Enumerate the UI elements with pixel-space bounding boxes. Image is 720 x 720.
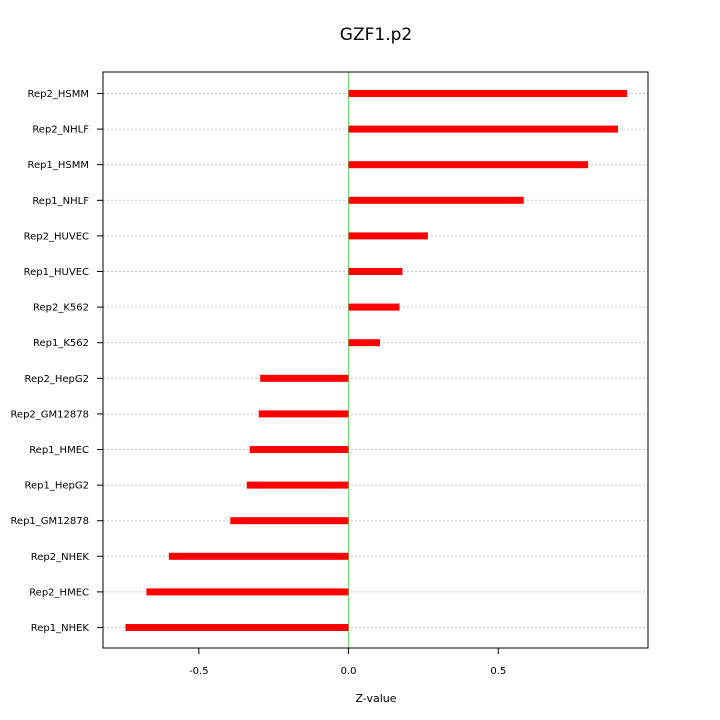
bar-Rep1_HUVEC	[348, 268, 403, 275]
x-axis-label: Z-value	[355, 692, 396, 705]
category-label: Rep1_HUVEC	[24, 267, 89, 278]
bars	[125, 90, 628, 631]
category-label: Rep1_HMEC	[29, 445, 89, 456]
category-label: Rep2_HepG2	[25, 374, 90, 385]
bar-Rep2_HUVEC	[348, 232, 428, 240]
category-label: Rep1_NHLF	[32, 196, 89, 207]
category-labels: Rep2_HSMM Rep2_NHLF Rep1_HSMM Rep1_NHLF Rep2…	[10, 89, 103, 634]
category-label: Rep2_HUVEC	[24, 231, 89, 242]
x-tick-label: 0.0	[341, 666, 357, 677]
plot-frame	[102, 71, 649, 649]
bar-Rep1_NHEK	[125, 624, 349, 631]
category-label: Rep2_HSMM	[28, 89, 89, 100]
category-label: Rep1_HepG2	[25, 481, 90, 492]
grid-lines	[103, 93, 648, 628]
x-tick-label: 0.5	[490, 666, 506, 677]
category-label: Rep1_K562	[33, 338, 89, 349]
bar-Rep1_HSMM	[348, 161, 589, 169]
x-axis-ticks: -0.5 0.0 0.5	[189, 648, 506, 677]
category-label: Rep2_HMEC	[29, 587, 89, 598]
bar-Rep1_GM12878	[230, 517, 349, 525]
bar-Rep2_HepG2	[260, 374, 349, 382]
bar-Rep1_HMEC	[249, 446, 349, 453]
bar-Rep2_NHEK	[168, 552, 349, 560]
category-label: Rep1_GM12878	[10, 516, 89, 527]
bar-Rep1_NHLF	[348, 196, 524, 204]
x-tick-label: -0.5	[189, 666, 209, 677]
category-label: Rep1_HSMM	[28, 160, 89, 171]
bar-Rep2_HSMM	[348, 90, 628, 97]
category-label: Rep2_NHLF	[32, 125, 89, 136]
bar-Rep2_K562	[348, 303, 400, 311]
category-label: Rep2_NHEK	[31, 552, 90, 563]
bar-Rep2_HMEC	[146, 588, 349, 596]
chart-title: GZF1.p2	[340, 25, 412, 45]
category-label: Rep1_NHEK	[31, 623, 90, 634]
category-label: Rep2_GM12878	[10, 409, 89, 420]
bar-Rep1_HepG2	[246, 481, 349, 489]
bar-Rep1_K562	[348, 339, 380, 347]
category-label: Rep2_K562	[33, 303, 89, 314]
bar-Rep2_NHLF	[348, 125, 619, 133]
bar-Rep2_GM12878	[258, 410, 349, 418]
